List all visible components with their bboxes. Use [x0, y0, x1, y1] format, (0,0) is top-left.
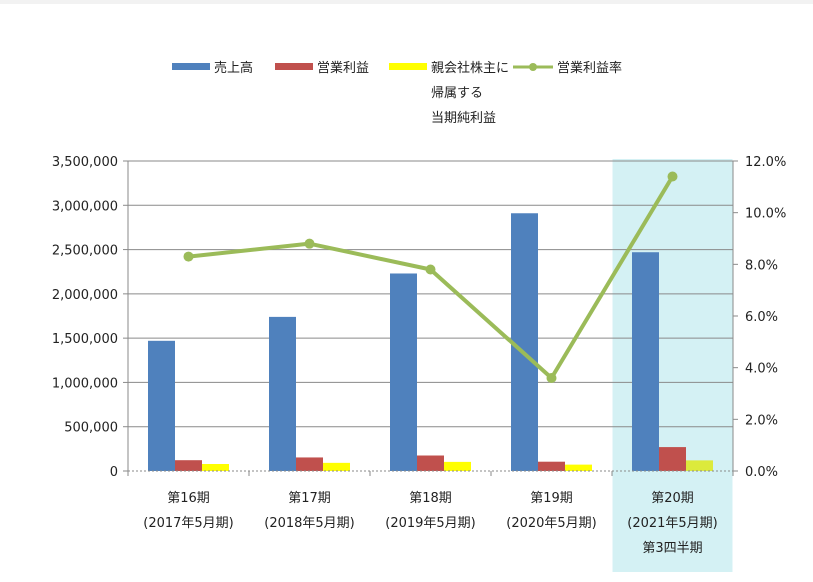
category-label: (2021年5月期): [627, 516, 718, 531]
bar: [686, 460, 713, 471]
legend-marker: [529, 63, 537, 71]
line-point: [183, 251, 194, 262]
line-point: [667, 171, 678, 182]
category-label: 第3四半期: [642, 541, 702, 556]
category-label: (2018年5月期): [264, 516, 355, 531]
bar: [511, 213, 538, 471]
bar: [632, 252, 659, 471]
category-label: 第17期: [288, 491, 331, 506]
bar: [538, 461, 565, 471]
category-label: (2019年5月期): [385, 516, 476, 531]
line-series: [188, 175, 675, 380]
legend-label: 売上高: [214, 60, 253, 76]
y2-tick-label: 12.0%: [745, 155, 786, 170]
bar: [444, 461, 471, 471]
category-label: 第18期: [409, 491, 452, 506]
bar: [148, 340, 175, 471]
highlight-band: [612, 159, 733, 572]
bar: [565, 464, 592, 471]
y2-tick-label: 10.0%: [745, 207, 786, 222]
legend-label: 当期純利益: [431, 111, 496, 126]
legend-swatch: [275, 63, 313, 70]
y2-tick-label: 2.0%: [745, 413, 778, 428]
category-label: (2020年5月期): [506, 516, 597, 531]
y-tick-label: 1,000,000: [52, 376, 118, 391]
bar: [323, 462, 350, 471]
category-label: 第20期: [651, 491, 694, 506]
line-point: [546, 373, 557, 383]
y-tick-label: 3,000,000: [52, 199, 118, 214]
legend-label: 営業利益率: [557, 60, 622, 76]
y2-tick-label: 8.0%: [745, 258, 778, 273]
y-tick-label: 3,500,000: [52, 155, 118, 170]
bar: [417, 455, 444, 471]
y2-tick-label: 0.0%: [745, 465, 778, 480]
line-point: [425, 264, 436, 275]
legend-label: 帰属する: [431, 85, 483, 101]
bar: [202, 464, 229, 471]
y2-tick-label: 4.0%: [745, 362, 778, 377]
category-label: (2017年5月期): [143, 516, 234, 531]
category-label: 第19期: [530, 491, 573, 506]
y-tick-label: 2,500,000: [52, 244, 118, 259]
line-point: [304, 238, 315, 249]
bar: [296, 457, 323, 471]
legend-label: 親会社株主に: [431, 60, 509, 76]
bar: [175, 460, 202, 471]
bar: [390, 273, 417, 471]
y-tick-label: 1,500,000: [52, 332, 118, 347]
category-label: 第16期: [167, 491, 210, 506]
y2-tick-label: 6.0%: [745, 310, 778, 325]
bar: [659, 447, 686, 471]
legend-label: 営業利益: [317, 60, 369, 76]
bar: [269, 316, 296, 471]
y-tick-label: 0: [110, 465, 118, 480]
y-tick-label: 2,000,000: [52, 288, 118, 303]
legend-swatch: [389, 63, 427, 70]
y-tick-label: 500,000: [64, 421, 118, 436]
top-border: [0, 0, 813, 4]
legend-swatch: [172, 63, 210, 70]
